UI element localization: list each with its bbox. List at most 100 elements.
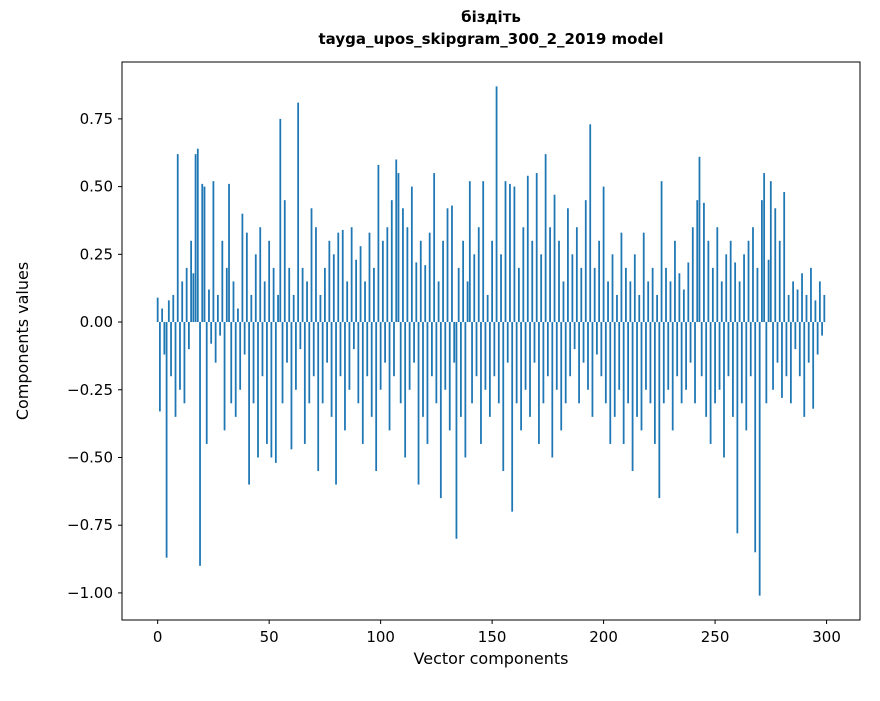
bar [544, 154, 547, 323]
bar [509, 183, 511, 323]
bar [662, 322, 665, 404]
bar [297, 102, 300, 323]
bar [723, 322, 725, 458]
bar [223, 322, 226, 431]
bar [700, 322, 703, 377]
bar [156, 297, 159, 323]
bar [315, 227, 317, 323]
bar [214, 322, 217, 363]
bar [781, 322, 783, 398]
bar [578, 322, 580, 404]
bar [573, 322, 576, 350]
bar [439, 322, 442, 499]
bar [399, 322, 402, 404]
bar [317, 322, 320, 472]
bar [361, 322, 364, 444]
bar [337, 232, 340, 323]
bar [694, 322, 696, 404]
bar [237, 308, 239, 323]
bar [812, 322, 815, 409]
bar [167, 300, 170, 323]
bar [462, 240, 465, 323]
bar [185, 267, 188, 323]
bar [821, 322, 823, 336]
bar [613, 322, 616, 417]
chart-title-line2: tayga_upos_skipgram_300_2_2019 model [319, 30, 664, 48]
bar [796, 289, 799, 323]
bar [816, 322, 819, 355]
bar [426, 322, 429, 444]
bar [359, 246, 362, 323]
y-tick-label: 0.25 [80, 245, 113, 263]
bar [301, 267, 304, 323]
bar [306, 281, 308, 323]
bar [288, 267, 291, 323]
bar [324, 267, 326, 323]
bar [259, 227, 262, 323]
bar [736, 322, 739, 534]
bar [482, 181, 485, 323]
bar [451, 205, 453, 323]
bar [500, 254, 502, 323]
bar [792, 281, 794, 323]
y-tick-label: 0.75 [80, 110, 113, 128]
bar [754, 322, 757, 553]
bar [163, 322, 166, 355]
bar [437, 281, 440, 323]
bar [564, 322, 567, 404]
bar [671, 322, 674, 431]
bar [772, 322, 774, 390]
bar [787, 294, 790, 323]
bar [239, 322, 242, 390]
bar [785, 322, 788, 377]
bar [747, 240, 750, 323]
bar [633, 254, 636, 323]
bar [424, 265, 427, 323]
bar [778, 240, 781, 323]
y-tick-label: −0.50 [67, 448, 113, 466]
bar [709, 322, 712, 444]
bar [352, 322, 355, 350]
bar [346, 281, 349, 323]
bar [364, 281, 366, 323]
bar [582, 322, 585, 363]
bar [598, 240, 601, 323]
bar [219, 322, 221, 336]
bar [203, 186, 206, 323]
bar [649, 322, 652, 404]
x-tick-label: 150 [478, 628, 507, 646]
bar [515, 322, 518, 404]
bar [348, 322, 351, 390]
bar [647, 281, 650, 323]
bar [393, 322, 395, 377]
bar [607, 281, 609, 323]
bar [604, 322, 607, 404]
bar [161, 308, 164, 323]
bar [303, 322, 306, 444]
bar [685, 322, 687, 390]
y-tick-label: 0.50 [80, 178, 113, 196]
bar [714, 322, 716, 404]
bar [257, 322, 259, 458]
bar [491, 240, 493, 323]
bar [419, 240, 422, 323]
bar [678, 273, 681, 323]
bar [480, 322, 482, 444]
bar [341, 229, 344, 323]
bar [375, 322, 378, 472]
bar [286, 322, 288, 363]
bar [682, 289, 685, 323]
bar [502, 322, 505, 472]
bar [522, 227, 525, 323]
bar [201, 183, 204, 323]
bar [370, 322, 373, 417]
bar [183, 322, 186, 404]
bar [330, 322, 333, 417]
bar [159, 322, 161, 412]
bar [698, 156, 701, 323]
bar [658, 322, 661, 499]
chart-title-line1: біздіть [461, 8, 521, 26]
bar [765, 322, 768, 404]
bar [707, 240, 710, 323]
bar [410, 186, 413, 323]
